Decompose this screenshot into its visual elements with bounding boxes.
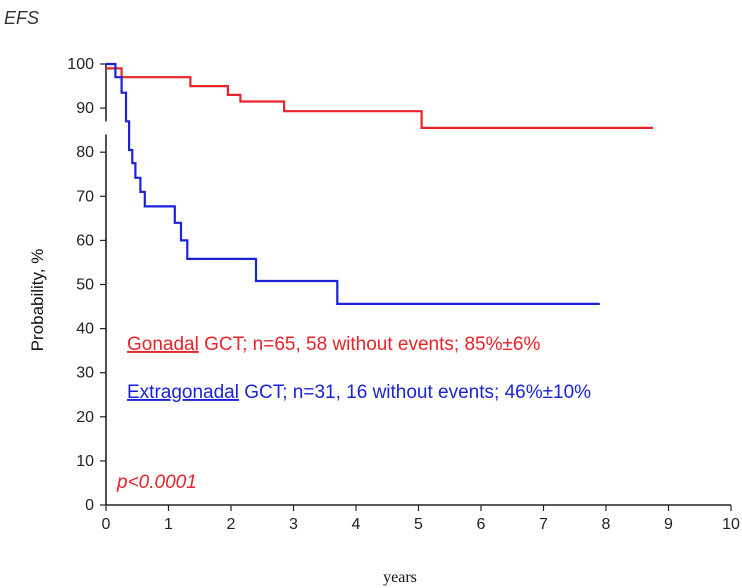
y-tick-label: 80: [76, 144, 94, 161]
y-tick-label: 0: [85, 497, 94, 514]
x-tick-label: 4: [352, 516, 361, 533]
legend-gonadal-prefix: Gonadal: [127, 334, 199, 355]
series-layer: [106, 62, 653, 305]
y-tick-label: 10: [76, 453, 94, 470]
y-tick-label: 30: [76, 365, 94, 382]
x-tick-label: 9: [664, 516, 673, 533]
x-tick-label: 1: [164, 516, 173, 533]
y-tick-label: 50: [76, 277, 94, 294]
legend: Gonadal GCT; n=65, 58 without events; 85…: [127, 334, 591, 403]
y-tick-label: 90: [76, 100, 94, 117]
y-tick-label: 20: [76, 409, 94, 426]
y-tick-label: 100: [67, 56, 94, 73]
x-axis-label: years: [383, 569, 417, 586]
legend-gonadal-suffix: GCT; n=65, 58 without events; 85%±6%: [199, 334, 541, 355]
x-tick-label: 8: [602, 516, 611, 533]
x-tick-label: 0: [102, 516, 111, 533]
legend-entry-extragonadal: Extragonadal GCT; n=31, 16 without event…: [127, 382, 591, 403]
p-value-annotation: p<0.0001: [116, 472, 197, 493]
legend-extragonadal-suffix: GCT; n=31, 16 without events; 46%±10%: [239, 382, 591, 403]
y-tick-label: 60: [76, 232, 94, 249]
series-line-gonadal: [106, 67, 653, 130]
axes: [105, 64, 731, 506]
x-tick-label: 2: [227, 516, 236, 533]
x-tick-label: 10: [722, 516, 740, 533]
series-line-extragonadal: [106, 62, 600, 305]
legend-extragonadal-prefix: Extragonadal: [127, 382, 239, 403]
legend-entry-gonadal: Gonadal GCT; n=65, 58 without events; 85…: [127, 334, 540, 355]
y-tick-label: 40: [76, 321, 94, 338]
x-tick-label: 7: [539, 516, 548, 533]
y-axis-label: Probability, %: [28, 249, 47, 352]
x-tick-label: 6: [477, 516, 486, 533]
x-tick-label: 3: [289, 516, 298, 533]
chart-title: EFS: [4, 8, 39, 28]
y-tick-label: 70: [76, 188, 94, 205]
x-tick-label: 5: [414, 516, 423, 533]
